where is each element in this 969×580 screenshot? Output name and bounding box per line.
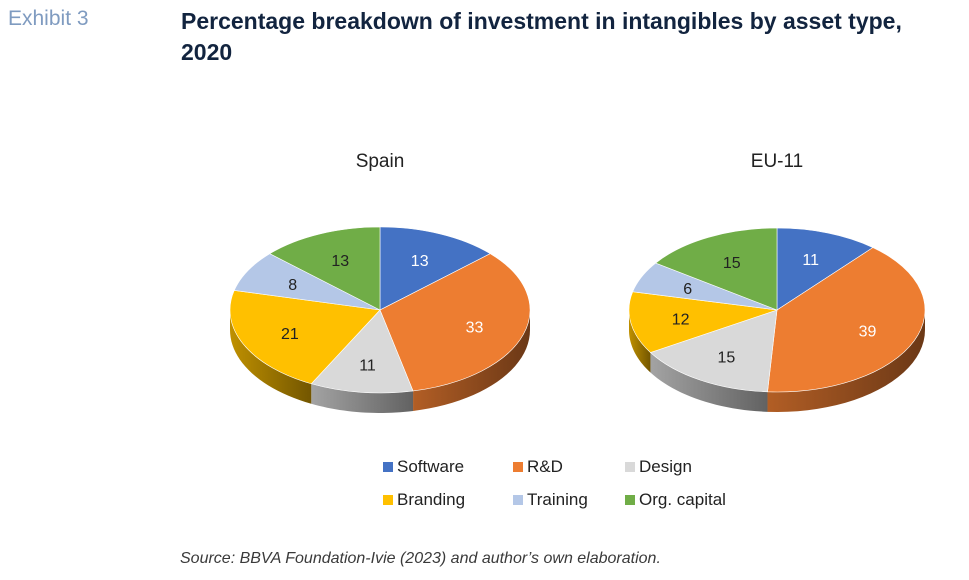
legend-swatch-branding: [383, 494, 393, 505]
spain-label-org-capital: 13: [331, 253, 349, 270]
legend-label-software: Software: [397, 456, 465, 476]
spain-label-rd: 33: [466, 319, 484, 336]
eu11-pie-title: EU-11: [751, 151, 803, 172]
legend-swatch-software: [383, 461, 393, 472]
legend-item-design: Design: [625, 456, 765, 477]
legend-label-training: Training: [527, 489, 588, 509]
eu11-label-training: 6: [683, 281, 692, 298]
eu11-label-software: 11: [802, 252, 819, 269]
spain-slice-side-branding: [230, 310, 312, 404]
spain-slice-side-design: [311, 383, 414, 413]
eu11-slice-side-design: [650, 352, 768, 412]
chart-title: Percentage breakdown of investment in in…: [181, 8, 902, 65]
eu11-label-rd: 39: [859, 323, 877, 340]
eu11-label-design: 15: [718, 349, 736, 366]
spain-label-branding: 21: [281, 326, 299, 343]
legend-item-software: Software: [383, 456, 513, 477]
eu11-label-org-capital: 15: [723, 255, 741, 272]
legend-item-training: Training: [513, 489, 625, 510]
eu11-slice-rd: [767, 247, 926, 393]
legend-item-rd: R&D: [513, 456, 625, 477]
eu11-slice-branding: [628, 291, 778, 353]
spain-label-design: 11: [359, 357, 376, 374]
spain-label-training: 8: [288, 277, 297, 294]
legend-label-rd: R&D: [527, 456, 563, 476]
exhibit-label: Exhibit 3: [8, 7, 89, 30]
legend-swatch-training: [513, 494, 523, 505]
eu11-slice-org-capital: [655, 227, 778, 311]
spain-label-software: 13: [411, 253, 429, 270]
spain-slice-branding: [229, 290, 381, 385]
eu11-slice-side-branding: [629, 310, 651, 373]
legend-swatch-rd: [513, 461, 523, 472]
legend-label-design: Design: [639, 456, 692, 476]
spain-slice-rd: [379, 253, 531, 392]
legend-item-branding: Branding: [383, 489, 513, 510]
spain-slice-software: [379, 226, 491, 311]
eu11-slice-design: [649, 309, 778, 393]
legend-swatch-org-capital: [625, 494, 635, 505]
legend-label-org-capital: Org. capital: [639, 489, 726, 509]
eu11-slice-software: [776, 227, 874, 311]
legend: Software R&D Design Branding Training Or…: [383, 456, 783, 510]
spain-slice-design: [310, 309, 414, 394]
spain-pie-title: Spain: [356, 151, 405, 172]
source-note: Source: BBVA Foundation-Ivie (2023) and …: [180, 550, 661, 567]
eu11-label-branding: 12: [672, 312, 690, 329]
legend-swatch-design: [625, 461, 635, 472]
spain-slice-org-capital: [269, 226, 381, 311]
legend-label-branding: Branding: [397, 489, 466, 509]
legend-item-org-capital: Org. capital: [625, 489, 765, 510]
